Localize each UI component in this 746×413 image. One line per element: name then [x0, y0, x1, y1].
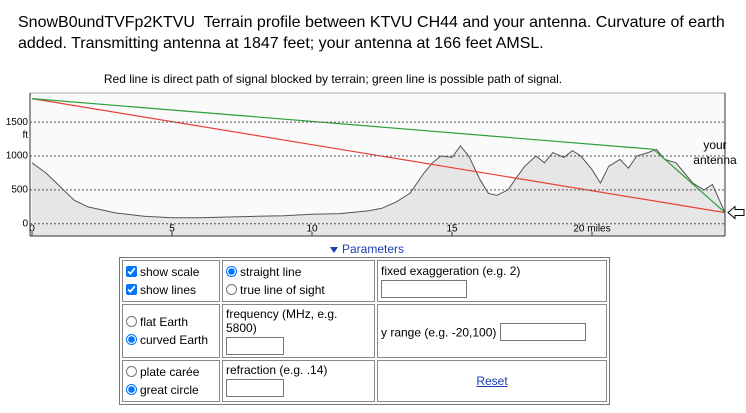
option[interactable]: show lines: [126, 281, 216, 299]
text-input[interactable]: [226, 337, 284, 355]
field-label: frequency (MHz, e.g. 5800): [226, 307, 338, 335]
radio[interactable]: [126, 334, 137, 345]
option-label: show lines: [140, 283, 197, 297]
option-label: plate carée: [140, 365, 200, 379]
y-tick-label: 1000: [6, 151, 29, 162]
radio[interactable]: [126, 384, 137, 395]
option-label: true line of sight: [240, 283, 325, 297]
parameters-table: show scale show lines straight line true…: [119, 257, 610, 405]
option[interactable]: curved Earth: [126, 331, 216, 349]
toggle-label[interactable]: Parameters: [342, 242, 405, 256]
title: SnowB0undTVFp2KTVU Terrain profile betwe…: [18, 14, 730, 52]
checkbox[interactable]: [126, 284, 137, 295]
option[interactable]: true line of sight: [226, 281, 371, 299]
x-tick-label: 5: [169, 224, 175, 235]
radio[interactable]: [226, 284, 237, 295]
text-input[interactable]: [499, 323, 586, 341]
reset-link[interactable]: Reset: [476, 374, 508, 388]
parameters-toggle[interactable]: Parameters: [330, 242, 404, 256]
x-tick-label: 10: [306, 224, 318, 235]
field-label: y range (e.g. -20,100): [381, 325, 497, 340]
option-label: show scale: [140, 265, 200, 279]
option-label: curved Earth: [140, 333, 209, 347]
antenna-arrow: [727, 205, 745, 220]
x-tick-label: 15: [446, 224, 458, 235]
option[interactable]: great circle: [126, 381, 216, 399]
signal-path: [31, 98, 726, 214]
field-label: fixed exaggeration (e.g. 2): [381, 264, 521, 278]
terrain-chart: 0 500 1000 1500 ft 0 5 10 15 20 miles: [6, 92, 745, 237]
radio[interactable]: [126, 316, 137, 327]
option[interactable]: straight line: [226, 263, 371, 281]
radio[interactable]: [226, 266, 237, 277]
y-tick-label: 500: [11, 185, 28, 196]
y-tick-label: 0: [22, 218, 28, 229]
option[interactable]: show scale: [126, 263, 216, 281]
text-input[interactable]: [381, 280, 467, 298]
option-label: great circle: [140, 383, 199, 397]
option[interactable]: plate carée: [126, 363, 216, 381]
antenna-label: your antenna: [693, 138, 737, 167]
radio[interactable]: [126, 366, 137, 377]
x-tick-label: 20 miles: [573, 224, 610, 235]
checkbox[interactable]: [126, 266, 137, 277]
y-unit: ft: [22, 130, 28, 141]
y-tick-label: 1500: [6, 117, 29, 128]
option-label: straight line: [240, 265, 302, 279]
option[interactable]: flat Earth: [126, 313, 216, 331]
text-input[interactable]: [226, 379, 284, 397]
option-label: flat Earth: [140, 315, 189, 329]
field-label: refraction (e.g. .14): [226, 363, 328, 377]
terrain-line: [31, 145, 726, 219]
terrain-area: [32, 145, 725, 236]
x-tick-label: 0: [29, 224, 35, 235]
caption: Red line is direct path of signal blocke…: [103, 72, 563, 86]
